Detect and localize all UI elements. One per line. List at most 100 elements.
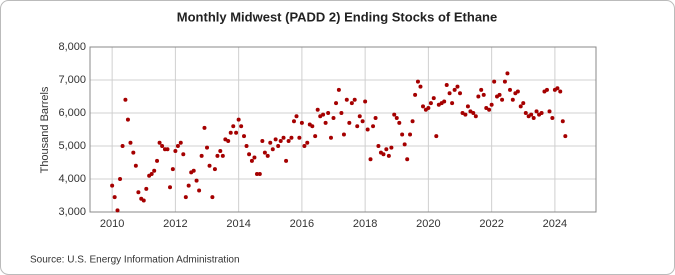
data-point xyxy=(473,114,478,119)
data-point xyxy=(123,97,128,102)
data-point xyxy=(294,114,299,119)
data-point xyxy=(405,157,410,162)
y-tick-label: 8,000 xyxy=(58,41,86,53)
data-point xyxy=(497,92,502,97)
data-point xyxy=(115,208,120,213)
source-note: Source: U.S. Energy Information Administ… xyxy=(30,255,240,266)
plot-frame xyxy=(89,46,597,213)
data-point xyxy=(242,134,247,139)
data-point xyxy=(444,82,449,87)
data-point xyxy=(305,140,310,145)
data-point xyxy=(254,172,259,177)
data-point xyxy=(355,124,360,129)
data-point xyxy=(487,107,492,112)
data-point xyxy=(302,144,307,148)
data-point xyxy=(128,140,133,145)
data-point xyxy=(152,168,157,173)
data-point xyxy=(363,99,368,104)
data-point xyxy=(112,195,117,200)
data-point xyxy=(521,101,526,106)
data-point xyxy=(386,153,391,158)
x-tick-label: 2020 xyxy=(416,218,440,230)
data-point xyxy=(368,157,373,162)
data-point xyxy=(547,109,552,114)
data-point xyxy=(455,84,460,89)
data-point xyxy=(310,124,315,129)
data-point xyxy=(133,163,138,168)
data-point xyxy=(321,112,326,117)
data-point xyxy=(392,112,397,117)
data-point xyxy=(492,79,497,84)
data-point xyxy=(323,120,328,125)
data-point xyxy=(479,87,484,92)
data-point xyxy=(136,190,141,195)
data-point xyxy=(315,107,320,112)
data-point xyxy=(160,144,165,148)
data-point xyxy=(434,134,439,139)
data-point xyxy=(228,130,233,135)
data-point xyxy=(313,134,318,139)
data-point xyxy=(260,139,265,144)
data-point xyxy=(334,101,339,106)
data-point xyxy=(529,112,534,117)
data-point xyxy=(376,144,381,148)
data-point xyxy=(289,135,294,140)
data-point xyxy=(197,188,202,193)
data-point xyxy=(463,112,468,117)
y-tick-label: 7,000 xyxy=(58,74,86,86)
data-point xyxy=(400,132,405,137)
data-point xyxy=(465,104,470,109)
data-point xyxy=(215,153,220,158)
data-point xyxy=(347,120,352,125)
data-point xyxy=(212,167,217,172)
x-tick-label: 2018 xyxy=(353,218,377,230)
data-point xyxy=(244,144,249,148)
data-point xyxy=(471,111,476,115)
data-point xyxy=(515,89,520,94)
data-point xyxy=(183,195,188,200)
data-point xyxy=(534,109,539,114)
data-point xyxy=(418,84,423,89)
data-point xyxy=(191,168,196,173)
data-point xyxy=(544,87,549,92)
data-point xyxy=(131,150,136,155)
data-point xyxy=(262,150,267,155)
data-point xyxy=(299,120,304,125)
data-point xyxy=(428,101,433,106)
data-point xyxy=(284,158,289,163)
data-point xyxy=(220,153,225,158)
data-point xyxy=(531,115,536,120)
data-point xyxy=(173,148,178,153)
data-point xyxy=(110,183,115,188)
x-tick-label: 2024 xyxy=(543,218,567,230)
x-tick-label: 2022 xyxy=(479,218,503,230)
data-point xyxy=(563,134,568,139)
data-point xyxy=(447,91,452,96)
data-point xyxy=(558,89,563,94)
data-point xyxy=(502,79,507,84)
data-point xyxy=(202,125,207,130)
data-point xyxy=(505,71,510,76)
data-point xyxy=(236,117,241,122)
data-point xyxy=(281,135,286,140)
data-point xyxy=(170,167,175,172)
data-point xyxy=(175,144,180,148)
data-point xyxy=(331,115,336,120)
data-point xyxy=(371,124,376,129)
data-point xyxy=(510,97,515,102)
data-point xyxy=(265,153,270,158)
data-point xyxy=(523,111,528,115)
data-point xyxy=(394,115,399,120)
data-point xyxy=(181,152,186,157)
data-point xyxy=(481,92,486,97)
data-point xyxy=(389,145,394,150)
data-point xyxy=(278,139,283,144)
data-point xyxy=(297,135,302,140)
data-point xyxy=(149,172,154,177)
data-point xyxy=(328,135,333,140)
x-tick-label: 2010 xyxy=(100,218,124,230)
data-point xyxy=(186,183,191,188)
data-point xyxy=(125,117,130,122)
